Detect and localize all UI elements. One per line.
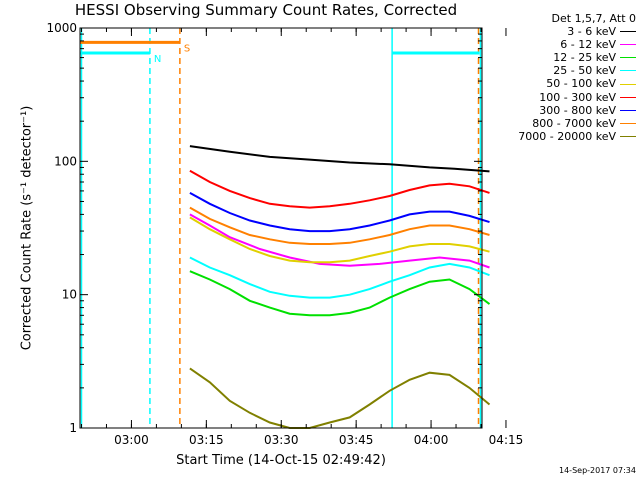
legend-item-label: 100 - 300 keV [539, 90, 616, 104]
y-tick-label-0: 1 [69, 421, 77, 435]
legend-swatch [620, 122, 636, 124]
legend-item: 50 - 100 keV [480, 77, 638, 90]
legend-item-label: 50 - 100 keV [546, 77, 616, 91]
legend-item-label: 300 - 800 keV [539, 103, 616, 117]
flag-label-0: N [154, 54, 161, 65]
timestamp: 14-Sep-2017 07:34 [559, 466, 636, 475]
legend-item-label: 6 - 12 keV [560, 38, 616, 52]
legend-item: 25 - 50 keV [480, 64, 638, 77]
legend-swatch [620, 109, 636, 111]
x-tick-label-4: 04:00 [414, 433, 449, 447]
x-tick-label-5: 04:15 [489, 433, 524, 447]
legend-swatch [620, 96, 636, 98]
legend-item-label: 3 - 6 keV [567, 25, 616, 39]
legend-swatch [620, 135, 636, 137]
x-axis-label: Start Time (14-Oct-15 02:49:42) [176, 453, 386, 468]
x-tick-label-3: 03:45 [339, 433, 374, 447]
y-tick-label-3: 1000 [46, 21, 77, 35]
legend-item-label: 25 - 50 keV [553, 64, 616, 78]
legend-item: 300 - 800 keV [480, 104, 638, 117]
y-tick-label-2: 100 [54, 154, 77, 168]
series-line-0 [189, 145, 490, 173]
legend-item: 7000 - 20000 keV [480, 130, 638, 143]
legend-item-label: 800 - 7000 keV [532, 116, 616, 130]
legend-item: 12 - 25 keV [480, 51, 638, 64]
legend-swatch [620, 83, 636, 85]
legend-item-label: 7000 - 20000 keV [518, 129, 616, 143]
series-line-7 [189, 206, 490, 245]
legend-swatch [620, 31, 636, 33]
series-line-4 [189, 216, 490, 264]
legend-swatch [620, 44, 636, 46]
legend-item: 100 - 300 keV [480, 91, 638, 104]
y-tick-label-1: 10 [62, 288, 77, 302]
series-line-2 [189, 270, 491, 317]
flag-label-1: S [184, 43, 190, 54]
legend-title: Det 1,5,7, Att 0 [551, 12, 636, 25]
series-line-6 [189, 192, 490, 233]
series-line-3 [189, 256, 490, 299]
chart-title: HESSI Observing Summary Count Rates, Cor… [74, 1, 458, 19]
x-tick-label-2: 03:30 [264, 433, 299, 447]
legend-swatch [620, 70, 636, 72]
x-tick-label-0: 03:00 [114, 433, 149, 447]
x-tick-label-1: 03:15 [189, 433, 224, 447]
legend-item-label: 12 - 25 keV [553, 51, 616, 65]
series-line-8 [189, 367, 491, 429]
legend-swatch [620, 57, 636, 59]
legend-item: 6 - 12 keV [480, 38, 638, 51]
y-axis-label: Corrected Count Rate (s⁻¹ detector⁻¹) [19, 105, 35, 351]
legend: Det 1,5,7, Att 0 3 - 6 keV 6 - 12 keV 12 -… [480, 12, 638, 143]
legend-item: 3 - 6 keV [480, 25, 638, 38]
legend-item: 800 - 7000 keV [480, 117, 638, 130]
series-line-5 [189, 169, 490, 209]
series-line-1 [189, 213, 490, 269]
